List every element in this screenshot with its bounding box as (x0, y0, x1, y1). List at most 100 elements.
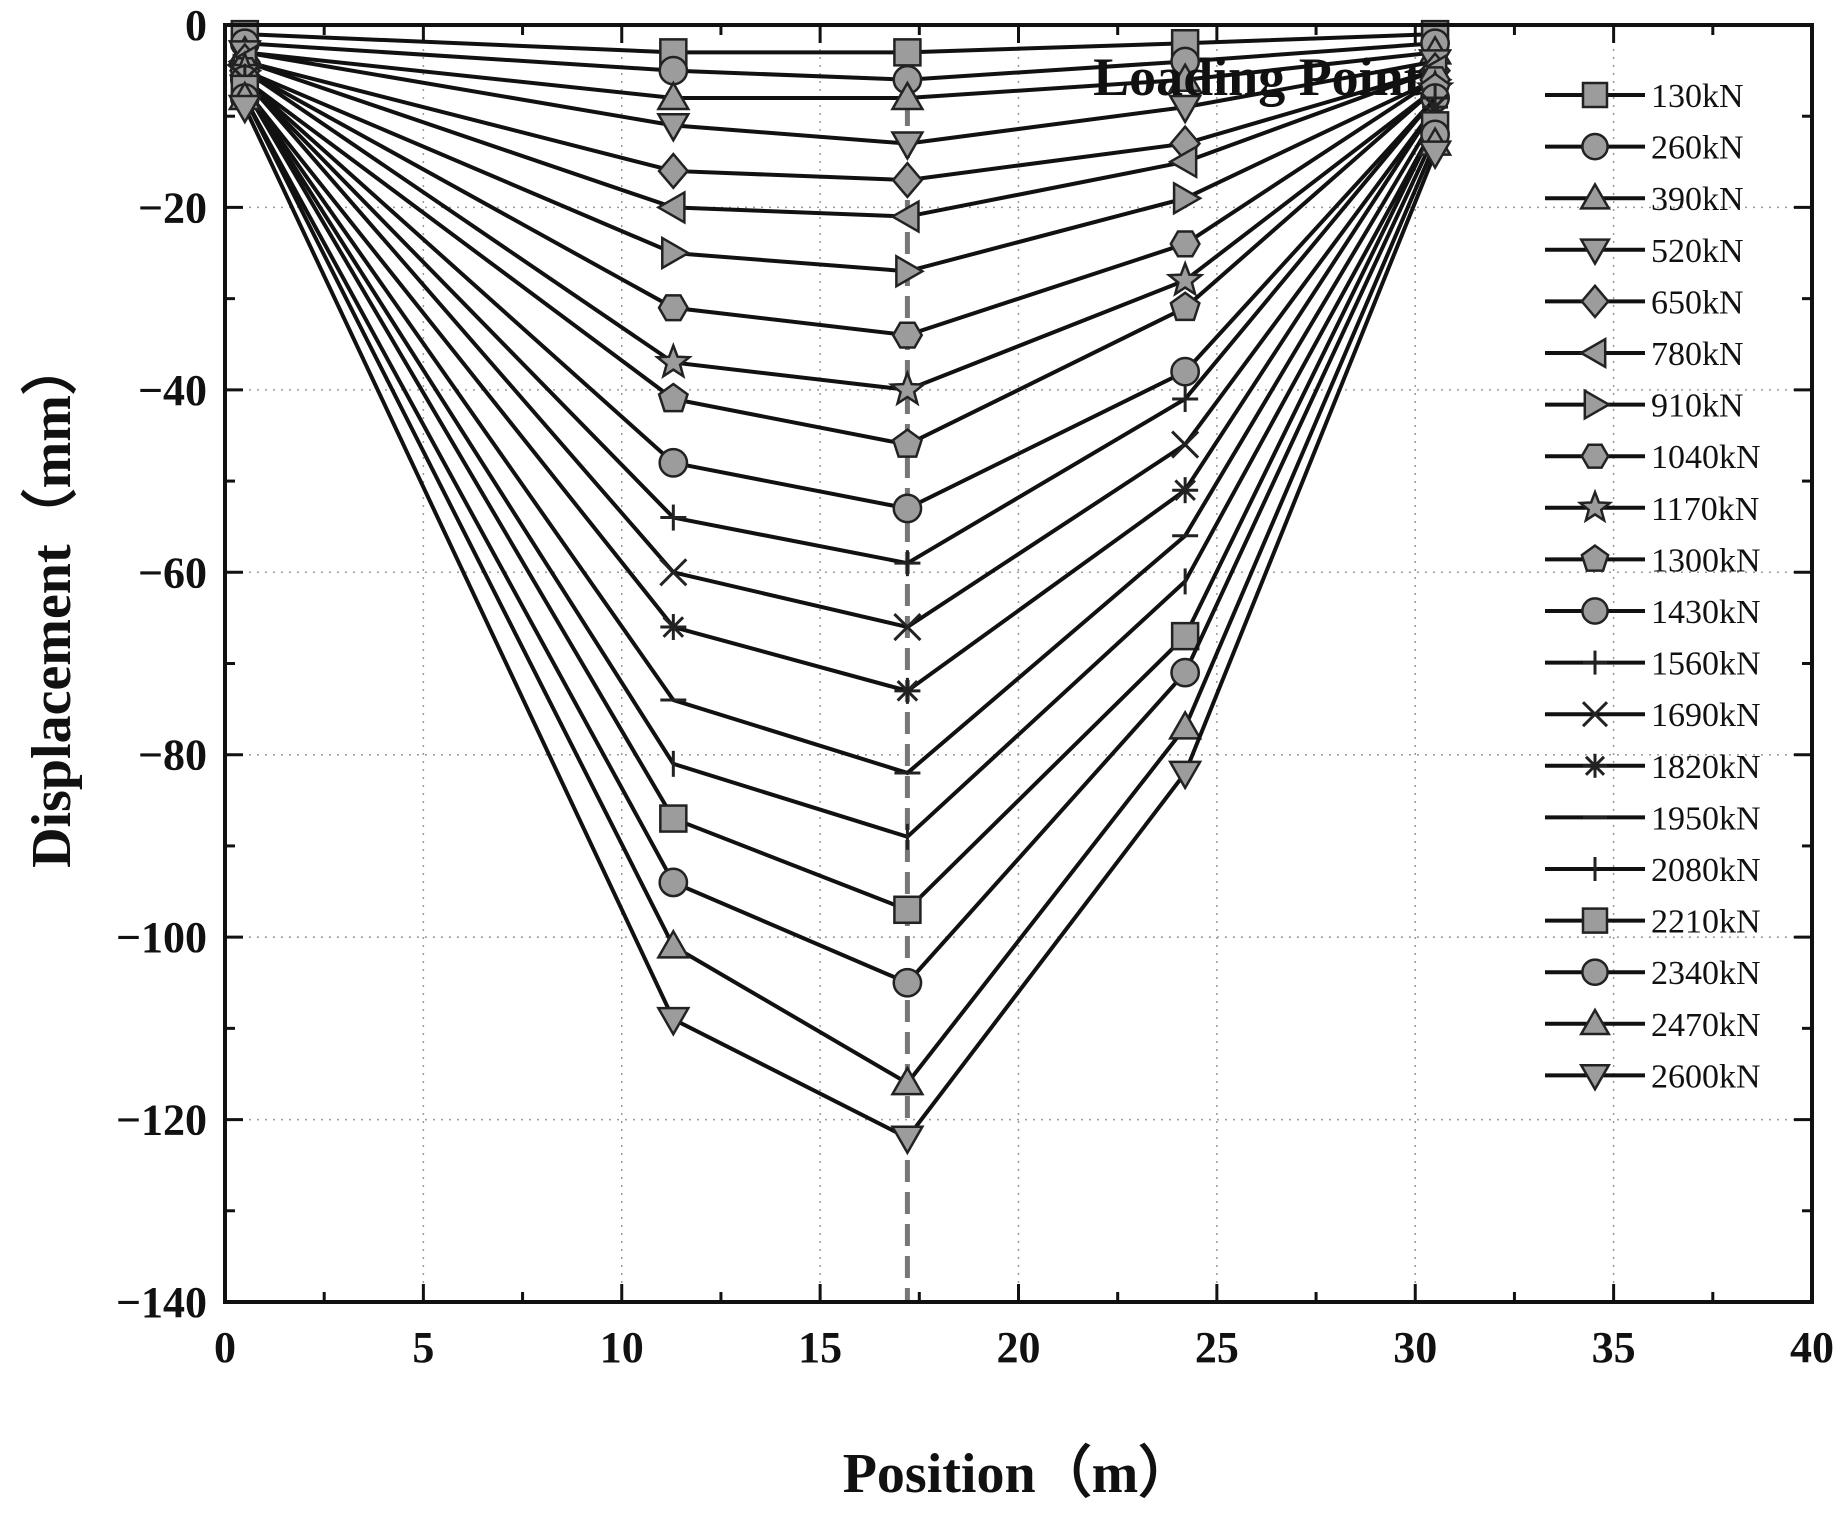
legend: 130kN 260kN 390kN 520kN 650kN 780kN 910kN 1040k… (1545, 78, 1761, 1095)
marker-asterisk (1174, 479, 1196, 502)
legend-item: 1430kN (1545, 594, 1761, 631)
legend-label: 2600kN (1651, 1058, 1761, 1095)
x-axis-title: Position（m） (843, 1442, 1195, 1505)
legend-item: 2470kN (1545, 1007, 1761, 1044)
marker-circle (1170, 356, 1201, 387)
marker-star (1165, 259, 1205, 297)
marker-triangle-down (1579, 238, 1611, 267)
marker-triangle-up (656, 80, 691, 111)
legend-item: 2340kN (1545, 955, 1761, 992)
x-tick-label: 40 (1790, 1323, 1834, 1372)
marker-pentagon (891, 428, 924, 458)
marker-triangle-up (656, 928, 691, 959)
legend-label: 1950kN (1651, 800, 1761, 837)
y-tick-label: −140 (116, 1278, 207, 1327)
legend-label: 2080kN (1651, 852, 1761, 889)
legend-item: 260kN (1545, 130, 1744, 167)
marker-triangle-right (1172, 181, 1203, 216)
marker-triangle-left (889, 199, 920, 234)
marker-triangle-down (1579, 1063, 1611, 1092)
x-tick-label: 5 (412, 1323, 434, 1372)
marker-x (1171, 430, 1200, 459)
marker-triangle-up (890, 1065, 925, 1096)
legend-label: 2340kN (1651, 955, 1761, 992)
marker-triangle-down (1417, 140, 1453, 171)
marker-circle (658, 447, 689, 478)
marker-triangle-down (890, 1125, 925, 1156)
x-tick-label: 25 (1195, 1323, 1239, 1372)
legend-item: 780kN (1545, 336, 1744, 373)
legend-item: 910kN (1545, 388, 1744, 425)
legend-label: 910kN (1651, 388, 1744, 425)
marker-star (887, 369, 927, 407)
legend-label: 390kN (1651, 181, 1744, 218)
y-tick-label: −100 (116, 913, 207, 962)
marker-diamond (657, 152, 690, 190)
marker-hexagon (891, 321, 924, 349)
legend-item: 2210kN (1545, 904, 1761, 941)
y-tick-label: 0 (185, 1, 207, 50)
marker-circle (658, 55, 689, 86)
marker-x (893, 612, 922, 642)
x-tick-label: 10 (600, 1323, 644, 1372)
axis-ticks (223, 23, 1814, 1304)
legend-item: 520kN (1545, 233, 1744, 270)
marker-star (1576, 488, 1614, 524)
legend-label: 1300kN (1651, 542, 1761, 579)
y-tick-labels: 0 −20 −40 −60 −80 −100 −120 −140 (116, 1, 207, 1327)
x-tick-label: 30 (1393, 1323, 1437, 1372)
marker-circle (892, 967, 923, 998)
marker-triangle-down (656, 113, 691, 143)
legend-label: 260kN (1651, 130, 1744, 167)
y-axis-title: Displacement（mm） (20, 339, 83, 868)
marker-star (653, 342, 693, 380)
legend-label: 1560kN (1651, 646, 1761, 683)
x-tick-label: 15 (798, 1323, 842, 1372)
loading-point-label: Loading Point (1093, 47, 1422, 107)
legend-label: 1430kN (1651, 594, 1761, 631)
marker-circle (1581, 132, 1609, 161)
marker-triangle-up (1168, 709, 1203, 740)
marker-circle (1581, 597, 1609, 625)
marker-pentagon (657, 382, 690, 413)
legend-label: 2470kN (1651, 1007, 1761, 1044)
marker-square (1581, 907, 1609, 934)
marker-triangle-down (1168, 94, 1203, 125)
marker-circle (658, 867, 689, 898)
legend-label: 520kN (1651, 233, 1744, 270)
legend-item: 1300kN (1545, 542, 1761, 579)
legend-label: 1690kN (1651, 697, 1761, 734)
y-tick-label: −60 (138, 548, 207, 597)
marker-triangle-down (656, 1006, 691, 1037)
legend-item: 130kN (1545, 78, 1744, 115)
marker-triangle-left (1167, 144, 1198, 179)
y-tick-label: −80 (138, 731, 207, 780)
marker-triangle-up (890, 80, 925, 111)
marker-circle (892, 493, 923, 524)
legend-label: 1170kN (1651, 491, 1759, 528)
marker-square (1170, 621, 1200, 651)
y-tick-label: −120 (116, 1096, 207, 1145)
legend-label: 130kN (1651, 78, 1744, 115)
marker-x (1581, 701, 1609, 728)
marker-asterisk (896, 680, 919, 702)
series-2600kN (227, 94, 1453, 1156)
legend-item: 1170kN (1545, 488, 1759, 528)
marker-triangle-down (1168, 760, 1203, 791)
marker-diamond (891, 161, 924, 199)
legend-item: 2080kN (1545, 852, 1761, 889)
marker-square (659, 804, 688, 833)
marker-square (1581, 81, 1609, 109)
x-tick-label: 0 (214, 1323, 236, 1372)
marker-square (893, 38, 922, 67)
y-tick-label: −20 (138, 183, 207, 232)
legend-item: 1820kN (1545, 749, 1761, 786)
marker-diamond (1580, 283, 1610, 319)
marker-triangle-down (890, 131, 925, 162)
marker-pentagon (1169, 291, 1201, 322)
series-group (225, 19, 1455, 1156)
legend-item: 390kN (1545, 181, 1744, 218)
